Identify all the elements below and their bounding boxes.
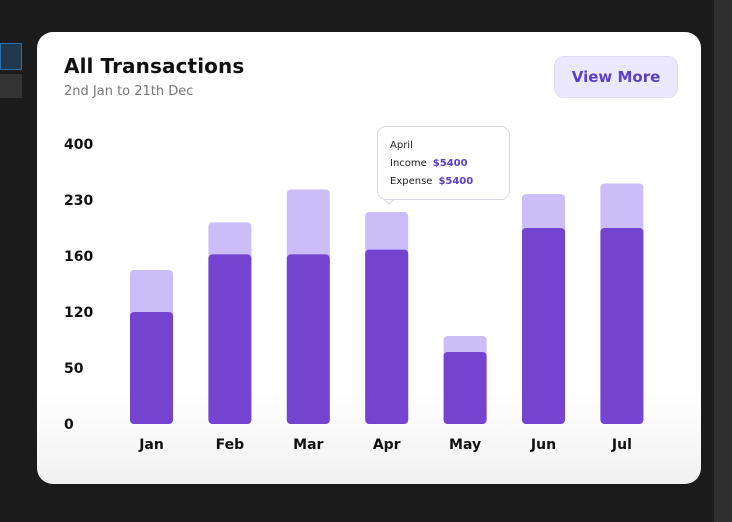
bar-lower-feb[interactable] bbox=[208, 254, 252, 424]
y-tick-label: 50 bbox=[64, 361, 84, 377]
bar-lower-mar[interactable] bbox=[286, 254, 330, 424]
tooltip-income-value: $5400 bbox=[432, 158, 468, 169]
bar-tooltip: April Income $5400 Expense $5400 bbox=[377, 126, 510, 200]
x-tick-label: Jun bbox=[530, 437, 556, 453]
tooltip-expense: Expense $5400 bbox=[390, 173, 509, 191]
date-range: 2nd Jan to 21th Dec bbox=[64, 84, 194, 99]
x-tick-label: Jul bbox=[611, 437, 632, 453]
bar-lower-jun[interactable] bbox=[522, 228, 565, 424]
y-tick-label: 400 bbox=[64, 137, 93, 153]
y-tick-label: 120 bbox=[64, 305, 93, 321]
sidebar-item[interactable] bbox=[0, 74, 22, 98]
tooltip-month: April bbox=[390, 140, 413, 151]
transactions-card: All Transactions 2nd Jan to 21th Dec Vie… bbox=[37, 32, 701, 484]
scrollbar-track[interactable] bbox=[714, 0, 732, 522]
bar-lower-may[interactable] bbox=[443, 352, 487, 424]
tooltip-expense-label: Expense bbox=[390, 176, 433, 187]
x-tick-label: Apr bbox=[373, 437, 401, 453]
x-tick-label: Jan bbox=[138, 437, 164, 453]
sidebar-item-selected[interactable] bbox=[0, 43, 22, 70]
y-tick-label: 0 bbox=[64, 417, 74, 433]
tooltip-income: Income $5400 bbox=[390, 155, 509, 173]
bar-lower-jan[interactable] bbox=[130, 312, 173, 424]
x-tick-label: May bbox=[449, 437, 481, 453]
y-tick-label: 160 bbox=[64, 249, 93, 265]
bar-lower-apr[interactable] bbox=[365, 249, 409, 424]
bar-lower-jul[interactable] bbox=[600, 228, 644, 424]
transactions-bar-chart: 0 50 120 160 230 400 Jan Feb Mar Apr May Jun Jul bbox=[64, 137, 644, 453]
x-tick-label: Feb bbox=[216, 437, 245, 453]
tooltip-income-label: Income bbox=[390, 158, 427, 169]
tooltip-expense-value: $5400 bbox=[438, 176, 474, 187]
card-title: All Transactions bbox=[64, 54, 245, 78]
view-more-button[interactable]: View More bbox=[554, 56, 678, 98]
y-tick-label: 230 bbox=[64, 193, 93, 209]
x-tick-label: Mar bbox=[293, 437, 323, 453]
